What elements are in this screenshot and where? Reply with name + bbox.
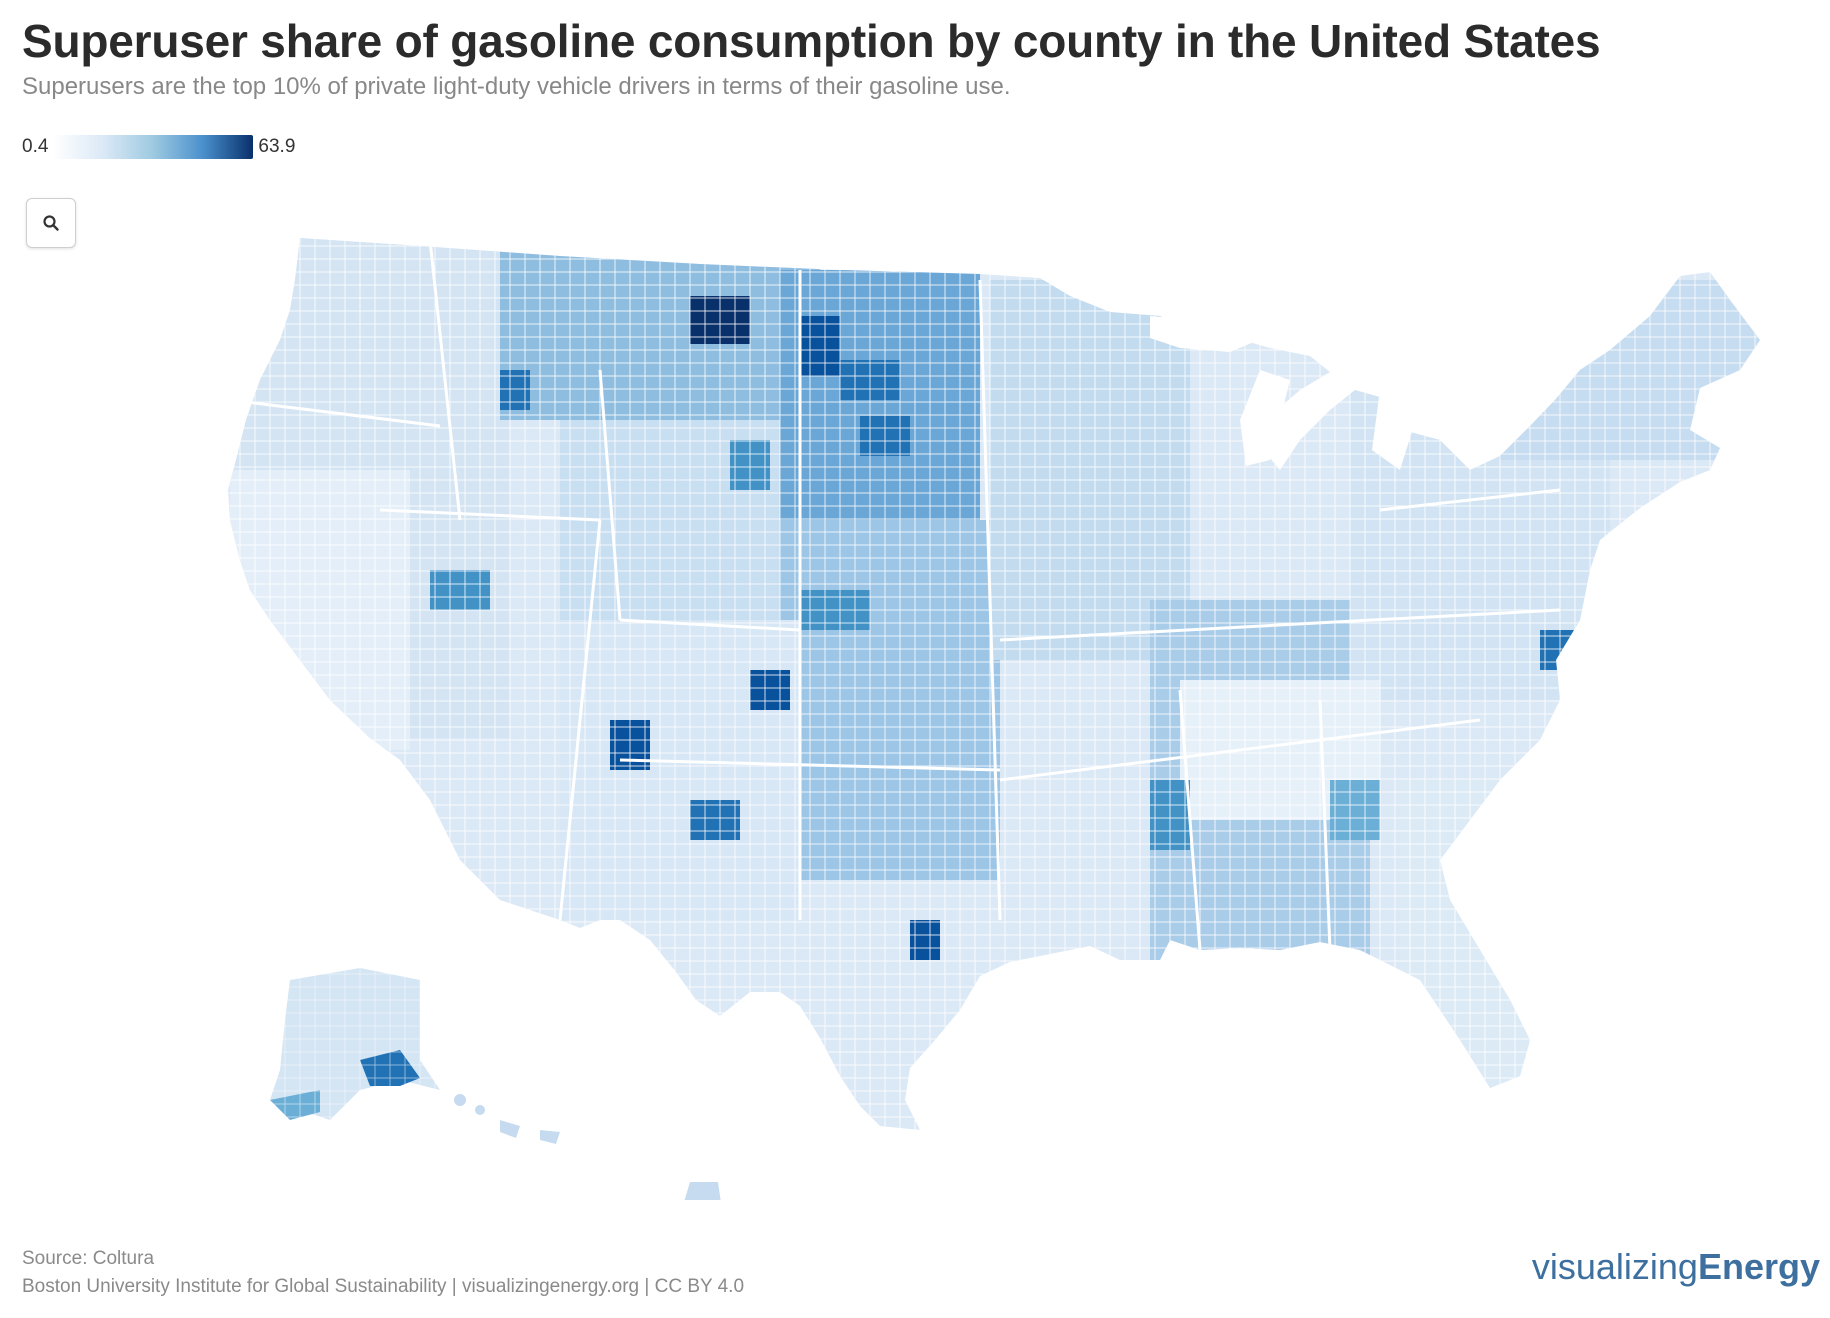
state-borders [229,239,1561,951]
color-legend: 0.4 63.9 [22,134,295,160]
legend-max-label: 63.9 [258,136,296,157]
legend-min-label: 0.4 [22,136,49,157]
hawaii [454,1094,721,1200]
brand-light-text: visualizing [1531,1246,1698,1287]
visualizing-energy-logo[interactable]: visualizingEnergy [1532,1246,1820,1288]
source-note: Source: Coltura [22,1248,155,1269]
credit-note: Boston University Institute for Global S… [22,1276,745,1297]
county-choropleth-map[interactable] [0,220,1830,1200]
chart-title: Superuser share of gasoline consumption … [22,15,1601,67]
legend-gradient-bar [53,135,254,159]
brand-bold-text: Energy [1697,1246,1820,1287]
alaska [240,960,460,1130]
great-lakes [1150,316,1420,470]
zoom-search-button[interactable] [26,198,76,248]
search-icon [43,215,59,231]
chart-subtitle: Superusers are the top 10% of private li… [22,73,1011,100]
